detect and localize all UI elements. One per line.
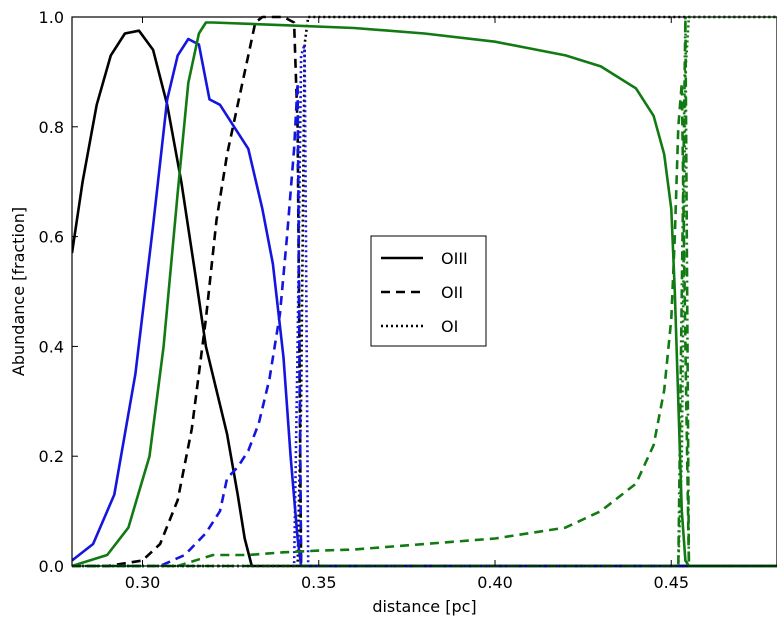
x-axis-label: distance [pc]	[372, 597, 476, 616]
x-tick-label: 0.35	[301, 573, 337, 592]
series-line-black-solid	[72, 29, 777, 568]
y-tick-label: 0.4	[39, 337, 64, 356]
legend-label: OIII	[441, 249, 468, 268]
legend-label: OII	[441, 283, 463, 302]
series-line-blue-solid	[72, 37, 777, 568]
y-tick-label: 1.0	[39, 8, 64, 27]
legend-box	[370, 235, 487, 347]
y-tick-label: 0.2	[39, 447, 64, 466]
legend: OIII OII OI	[370, 235, 487, 347]
plot-frame	[71, 16, 777, 567]
y-axis-label: Abundance [fraction]	[9, 207, 28, 376]
legend-label: OI	[441, 317, 458, 336]
ticks-layer: 0.30 0.35 0.40 0.45 0.0 0.2 0.4 0.6 0.8 1.0	[39, 8, 690, 592]
x-tick-label: 0.40	[477, 573, 513, 592]
legend-entries: OIII OII OI	[381, 249, 468, 336]
y-tick-label: 0.0	[39, 557, 64, 576]
series-line-black-dashed	[72, 15, 777, 568]
series-line-green-solid	[72, 21, 777, 568]
y-tick-label: 0.6	[39, 228, 64, 247]
x-tick-label: 0.30	[125, 573, 161, 592]
y-tick-label: 0.8	[39, 118, 64, 137]
x-tick-label: 0.45	[653, 573, 689, 592]
